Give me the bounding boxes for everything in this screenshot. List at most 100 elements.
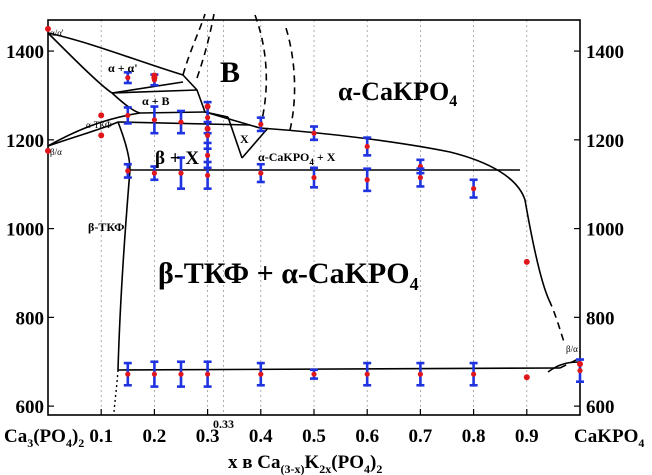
experimental-point bbox=[98, 132, 105, 139]
vertical-grid bbox=[100, 20, 528, 415]
error-bar-point bbox=[151, 117, 157, 123]
boundary-low-right-dashed bbox=[559, 357, 581, 369]
error-bar-point bbox=[205, 115, 211, 121]
error-bar-point bbox=[311, 371, 317, 377]
boundary-B-left bbox=[182, 74, 229, 118]
boundary-beta-alpha-left bbox=[47, 121, 119, 147]
phase-boundaries bbox=[47, 13, 581, 413]
error-bar-point bbox=[311, 130, 317, 136]
label-X: X bbox=[240, 132, 249, 146]
experimental-point bbox=[204, 125, 211, 132]
y-tick-label-left: 800 bbox=[16, 308, 45, 329]
error-bar-point bbox=[178, 371, 184, 377]
y-tick-label-right: 1200 bbox=[586, 131, 624, 152]
boundary-X-left bbox=[227, 116, 243, 159]
experimental-point bbox=[45, 25, 51, 32]
x-end-left-label: Ca3(PO4)2 bbox=[4, 426, 84, 450]
x-tick-label: 0.9 bbox=[515, 426, 539, 447]
error-bar-point bbox=[178, 170, 184, 176]
x-tick-label: 0.2 bbox=[143, 426, 167, 447]
error-bar-point bbox=[364, 177, 370, 183]
error-bar bbox=[256, 116, 265, 133]
boundary-B-lower bbox=[204, 111, 261, 129]
error-bar-point bbox=[417, 174, 423, 181]
boundary-B-dashed-1 bbox=[196, 13, 215, 79]
experimental-point bbox=[45, 147, 51, 154]
error-bar-point bbox=[258, 121, 264, 127]
error-bar-point bbox=[151, 170, 157, 176]
error-bar bbox=[150, 105, 159, 135]
experimental-point bbox=[577, 360, 583, 367]
label-beta-alpha-right: β/α bbox=[566, 344, 578, 354]
error-bar bbox=[123, 162, 132, 179]
error-bar-point bbox=[364, 143, 370, 150]
error-bar-point bbox=[364, 371, 370, 377]
y-tick-label-left: 1200 bbox=[6, 131, 44, 152]
label-alpha-plus-alpha-prime: α + α' bbox=[108, 61, 138, 75]
x-axis-title: x в Ca(3-x)K2x(PO4)2 bbox=[228, 452, 382, 475]
error-bar bbox=[177, 360, 185, 388]
error-bar-point bbox=[125, 112, 131, 119]
error-bar bbox=[416, 167, 425, 188]
error-bar-point bbox=[471, 371, 477, 377]
x-tick-label: 0.5 bbox=[302, 426, 326, 447]
error-bars bbox=[123, 71, 584, 388]
error-bar-point bbox=[417, 371, 423, 377]
error-bar-point bbox=[205, 132, 211, 138]
label-main-phase: β-ТКФ + α-CaKPO4 bbox=[158, 257, 419, 294]
boundary-alpha-tkf-top bbox=[139, 111, 206, 114]
boundary-X-right bbox=[241, 127, 269, 159]
error-bar bbox=[363, 361, 372, 387]
label-beta-plus-X: β + X bbox=[155, 148, 199, 169]
error-bar bbox=[363, 136, 372, 157]
error-bar-point bbox=[205, 172, 211, 178]
boundary-beta-X-left bbox=[117, 121, 131, 171]
y-tick-label-left: 1000 bbox=[6, 220, 44, 241]
label-alpha-cakpo: α-CaKPO4 bbox=[338, 77, 457, 110]
error-bar-point bbox=[205, 152, 211, 158]
boundary-right-line-low bbox=[547, 361, 581, 373]
x-tick-labels: 0.1 0.2 0.3 0.4 0.5 0.6 0.7 0.8 0.9 bbox=[89, 426, 538, 447]
label-alpha-alpha-prime: α/α' bbox=[50, 28, 64, 38]
error-bar-point bbox=[151, 371, 157, 377]
boundary-beta-tkf-solvus-dotted bbox=[113, 369, 119, 413]
error-bar bbox=[150, 360, 159, 388]
boundary-alpha-tkf-lower bbox=[47, 112, 141, 147]
x-tick-label: 0.4 bbox=[249, 426, 273, 447]
error-bar-point bbox=[125, 75, 131, 81]
error-bar-point bbox=[577, 368, 583, 374]
boundary-B-dashed-2 bbox=[182, 13, 206, 76]
x-tick-label: 0.8 bbox=[462, 426, 486, 447]
error-bar-point bbox=[311, 174, 317, 181]
error-bar-point bbox=[125, 168, 131, 174]
experimental-points bbox=[45, 25, 583, 381]
error-bar-point bbox=[471, 186, 477, 192]
special-tick-label: 0.33 bbox=[213, 417, 234, 431]
label-beta-alpha-left: β/α bbox=[50, 147, 62, 157]
boundary-alpha-plus-B-left bbox=[111, 92, 141, 114]
experimental-point bbox=[204, 103, 211, 110]
error-bar bbox=[203, 160, 212, 190]
error-bar bbox=[469, 361, 478, 387]
error-bar bbox=[363, 167, 372, 193]
label-B: B bbox=[220, 56, 240, 89]
x-end-right-label: CaKPO4 bbox=[574, 426, 644, 450]
error-bar bbox=[123, 106, 132, 125]
error-bar bbox=[256, 162, 265, 184]
boundary-B-dashed-3 bbox=[254, 14, 268, 129]
boundary-beta-tkf-solvus bbox=[117, 169, 131, 371]
boundary-liquidus-right bbox=[259, 127, 550, 301]
error-bar-point bbox=[125, 371, 131, 377]
experimental-point bbox=[523, 258, 530, 265]
x-tick-label: 0.3 bbox=[196, 426, 220, 447]
error-bar bbox=[310, 166, 318, 189]
experimental-point bbox=[151, 74, 158, 81]
x-tick-label: 0.7 bbox=[409, 426, 433, 447]
y-tick-labels-right: 600 800 1000 1200 1400 bbox=[586, 42, 624, 418]
boundary-alpha-alpha-prime-upper bbox=[47, 32, 184, 76]
error-bar bbox=[150, 165, 159, 182]
error-bar-point bbox=[258, 170, 264, 176]
y-tick-label-right: 800 bbox=[586, 308, 615, 329]
